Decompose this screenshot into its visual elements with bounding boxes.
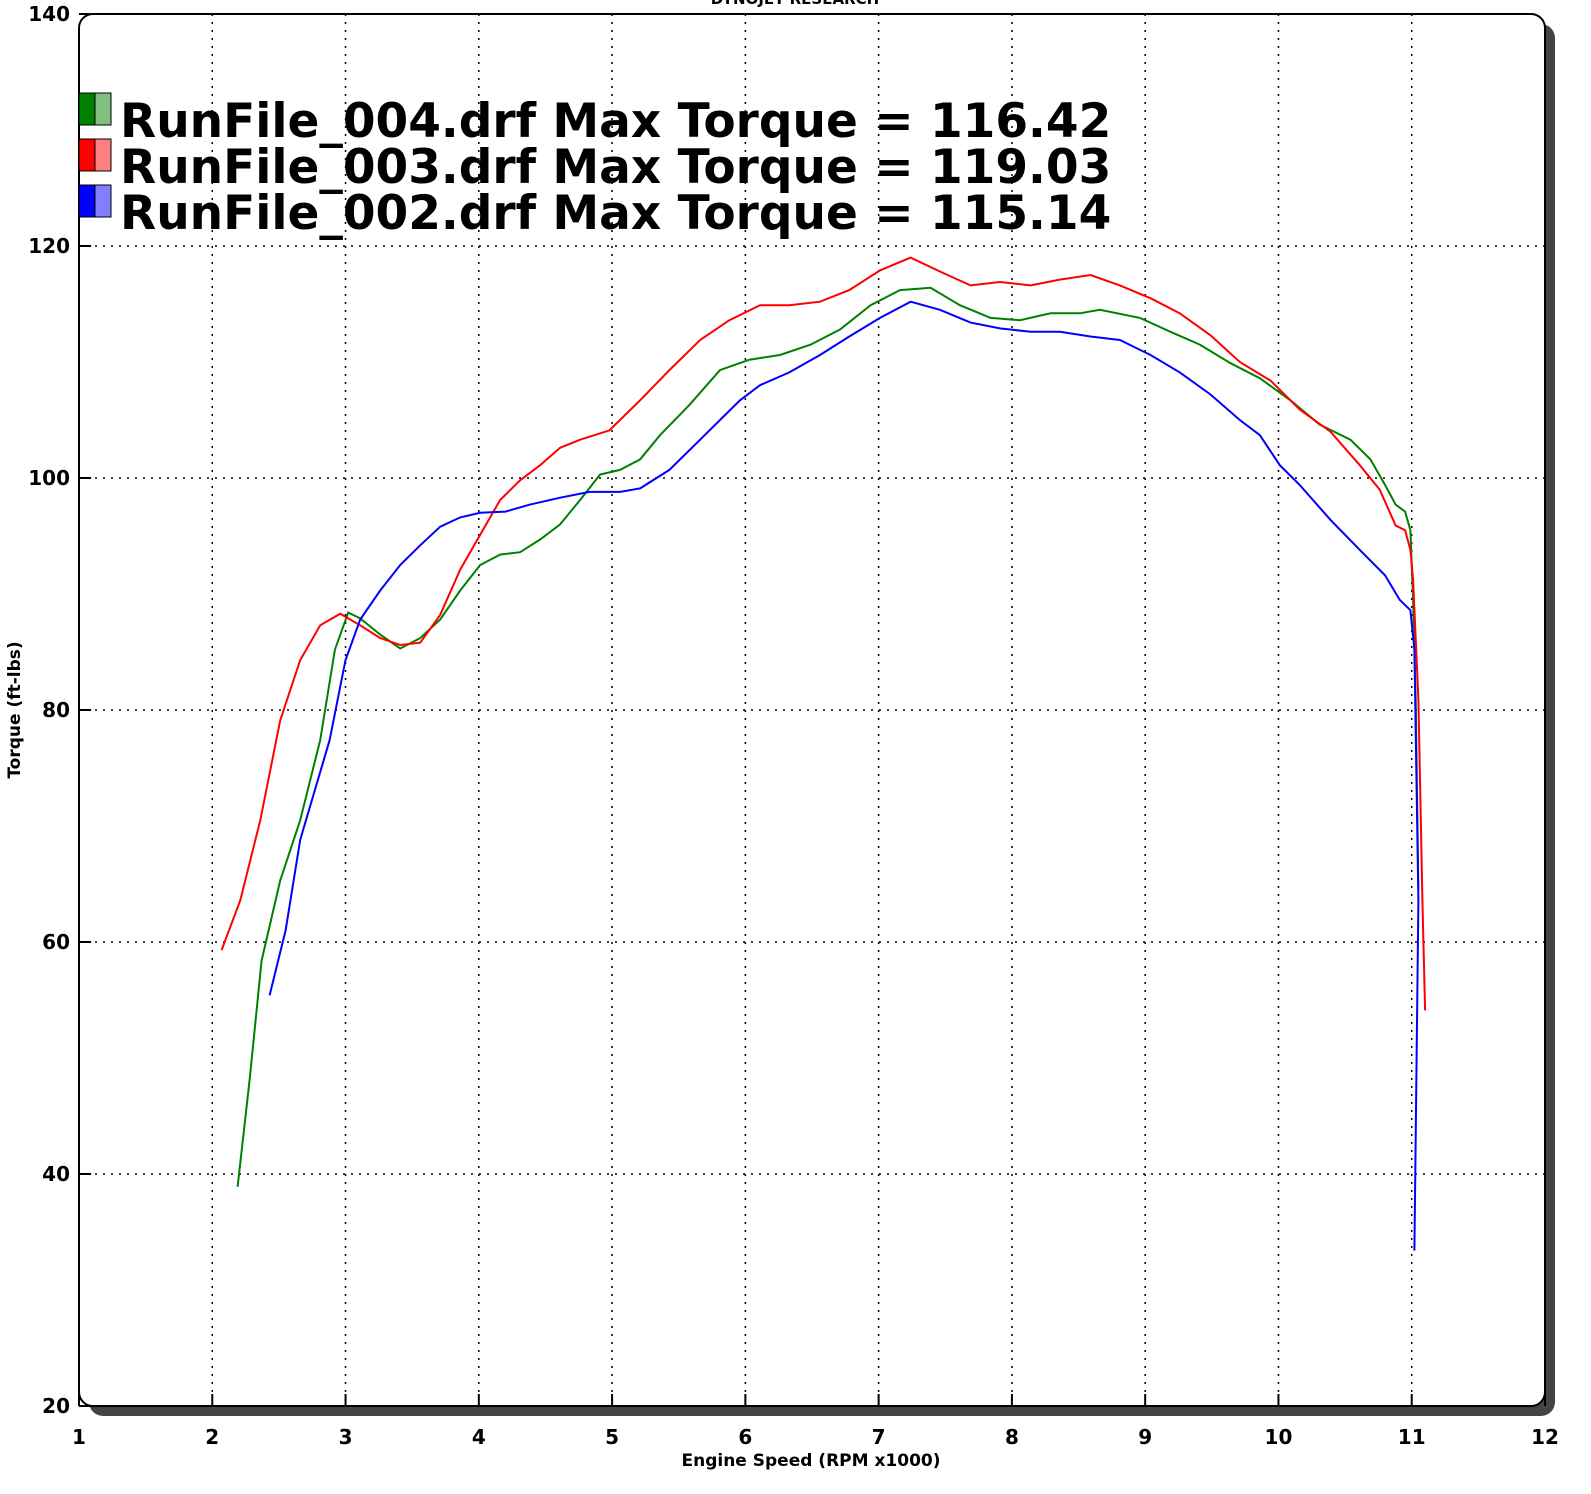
series-line [220, 256, 1427, 1011]
legend-entry: RunFile_004.drf Max Torque = 116.42 [78, 92, 1111, 149]
x-tick-label: 3 [339, 1425, 353, 1449]
y-tick-label: 100 [28, 466, 70, 490]
x-tick-label: 1 [72, 1425, 86, 1449]
legend-swatch-light [94, 184, 112, 218]
legend-label: RunFile_003.drf Max Torque = 119.03 [120, 140, 1111, 195]
x-tick-label: 8 [1005, 1425, 1019, 1449]
x-tick-label: 2 [205, 1425, 219, 1449]
legend-entry: RunFile_003.drf Max Torque = 119.03 [78, 138, 1111, 195]
y-tick-label: 20 [42, 1394, 70, 1418]
y-tick-label: 40 [42, 1162, 70, 1186]
legend-entry: RunFile_002.drf Max Torque = 115.14 [78, 184, 1111, 241]
x-tick-label: 6 [738, 1425, 752, 1449]
series-line [268, 300, 1420, 1251]
x-tick-label: 7 [872, 1425, 886, 1449]
y-tick-label: 120 [28, 234, 70, 258]
x-tick-label: 9 [1138, 1425, 1152, 1449]
x-axis-label: Engine Speed (RPM x1000) [681, 1451, 940, 1471]
legend-label: RunFile_004.drf Max Torque = 116.42 [120, 94, 1111, 149]
x-tick-label: 10 [1265, 1425, 1293, 1449]
x-tick-label: 4 [472, 1425, 486, 1449]
subtitle: DYNOJET RESEARCH [711, 0, 879, 8]
y-tick-label: 80 [42, 698, 70, 722]
y-axis-label: Torque (ft-lbs) [5, 641, 25, 778]
x-tick-label: 5 [605, 1425, 619, 1449]
y-tick-label: 60 [42, 930, 70, 954]
y-tick-label: 140 [28, 2, 70, 26]
x-tick-label: 11 [1398, 1425, 1426, 1449]
x-tick-label: 12 [1531, 1425, 1559, 1449]
legend-swatch-light [94, 138, 112, 172]
legend-label: RunFile_002.drf Max Torque = 115.14 [120, 186, 1111, 241]
legend-swatch-light [94, 92, 112, 126]
